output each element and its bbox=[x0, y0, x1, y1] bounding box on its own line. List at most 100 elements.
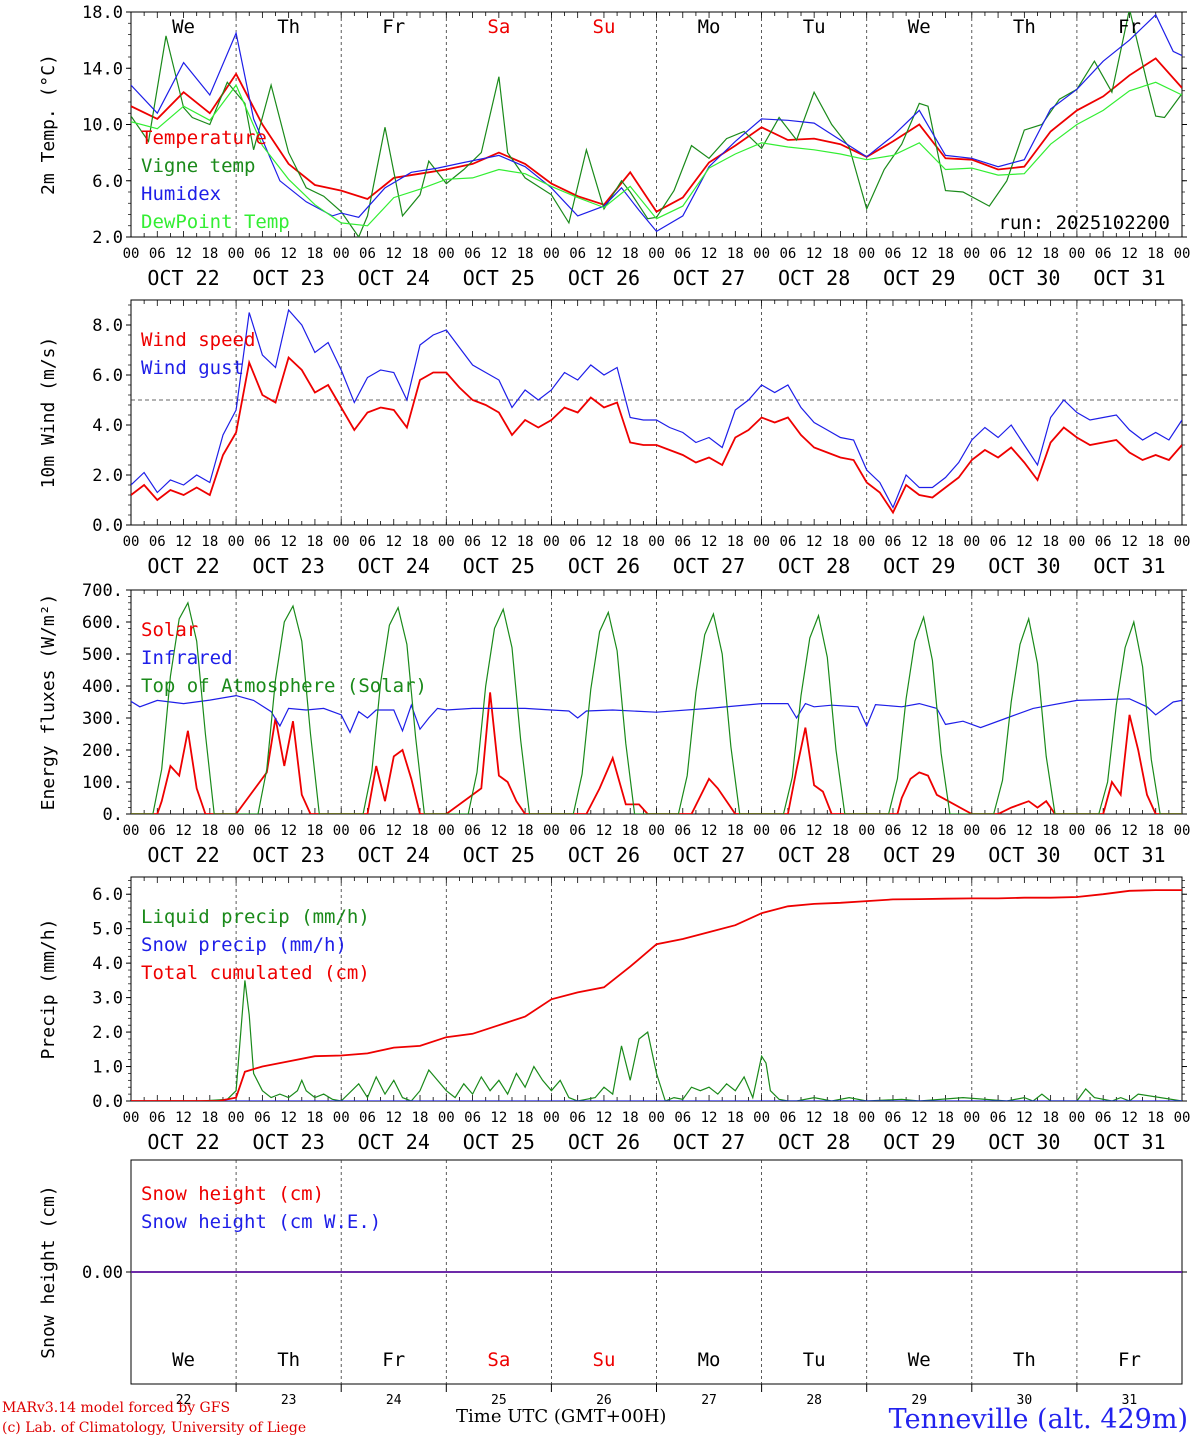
date-label: OCT 30 bbox=[988, 554, 1060, 578]
y-tick-label: 0.0 bbox=[92, 516, 123, 536]
hour-tick-label: 18 bbox=[727, 823, 744, 839]
series-line-temperature bbox=[131, 57, 1182, 213]
hour-tick-label: 18 bbox=[937, 1110, 954, 1126]
date-label: OCT 29 bbox=[883, 266, 955, 290]
y-axis-label: Precip (mm/h) bbox=[38, 919, 59, 1060]
hour-tick-label: 00 bbox=[123, 1110, 140, 1126]
date-label: OCT 22 bbox=[147, 554, 219, 578]
legend-entry: Wind gust bbox=[141, 357, 244, 379]
hour-tick-label: 06 bbox=[569, 246, 586, 262]
hour-tick-label: 12 bbox=[385, 246, 402, 262]
hour-tick-label: 00 bbox=[228, 823, 245, 839]
date-label: OCT 27 bbox=[673, 554, 745, 578]
legend-entry: Infrared bbox=[141, 647, 233, 669]
hour-tick-label: 06 bbox=[254, 823, 271, 839]
hour-tick-label: 12 bbox=[596, 1110, 613, 1126]
hour-tick-label: 06 bbox=[990, 1110, 1007, 1126]
y-tick-label: 0.00 bbox=[82, 1263, 123, 1283]
hour-tick-label: 00 bbox=[648, 823, 665, 839]
day-name: Sa bbox=[487, 16, 510, 38]
hour-tick-label: 06 bbox=[359, 246, 376, 262]
hour-tick-label: 12 bbox=[1016, 534, 1033, 550]
hour-tick-label: 18 bbox=[306, 1110, 323, 1126]
hour-tick-label: 12 bbox=[1121, 534, 1138, 550]
series-line-top-of-atmosphere-solar- bbox=[131, 601, 1182, 814]
day-name: Th bbox=[277, 16, 300, 38]
lab-credit: (c) Lab. of Climatology, University of L… bbox=[2, 1420, 307, 1436]
legend-entry: Snow precip (mm/h) bbox=[141, 934, 347, 956]
hour-tick-label: 12 bbox=[490, 823, 507, 839]
hour-tick-label: 12 bbox=[280, 823, 297, 839]
date-label: OCT 24 bbox=[358, 1130, 430, 1154]
date-label: OCT 29 bbox=[883, 554, 955, 578]
date-label: OCT 24 bbox=[358, 554, 430, 578]
y-tick-label: 400. bbox=[82, 677, 123, 697]
hour-tick-label: 06 bbox=[674, 534, 691, 550]
hour-tick-label: 06 bbox=[779, 823, 796, 839]
hour-tick-label: 00 bbox=[1174, 1110, 1191, 1126]
panel-precip bbox=[126, 876, 1187, 1102]
time-axis-title: Time UTC (GMT+00H) bbox=[456, 1406, 667, 1427]
date-label: OCT 31 bbox=[1093, 1130, 1165, 1154]
hour-tick-label: 00 bbox=[1068, 1110, 1085, 1126]
y-tick-label: 3.0 bbox=[92, 989, 123, 1009]
hour-tick-label: 12 bbox=[490, 246, 507, 262]
hour-tick-label: 18 bbox=[1042, 534, 1059, 550]
y-tick-label: 2.0 bbox=[92, 466, 123, 486]
hour-tick-label: 00 bbox=[543, 534, 560, 550]
date-label: OCT 25 bbox=[463, 1130, 535, 1154]
hour-tick-label: 06 bbox=[359, 1110, 376, 1126]
hour-tick-label: 00 bbox=[228, 1110, 245, 1126]
date-label: OCT 27 bbox=[673, 843, 745, 867]
hour-tick-label: 00 bbox=[858, 1110, 875, 1126]
y-tick-label: 6.0 bbox=[92, 885, 123, 905]
hour-tick-label: 00 bbox=[543, 1110, 560, 1126]
hour-tick-label: 12 bbox=[701, 246, 718, 262]
date-label: OCT 26 bbox=[568, 266, 640, 290]
panel-temperature bbox=[126, 11, 1187, 238]
y-tick-label: 4.0 bbox=[92, 954, 123, 974]
hour-tick-label: 00 bbox=[1174, 246, 1191, 262]
hour-tick-label: 12 bbox=[280, 1110, 297, 1126]
day-name: Sa bbox=[487, 1349, 510, 1371]
hour-tick-label: 12 bbox=[1121, 246, 1138, 262]
y-tick-label: 300. bbox=[82, 709, 123, 729]
hour-tick-label: 00 bbox=[543, 246, 560, 262]
hour-tick-label: 00 bbox=[123, 823, 140, 839]
hour-tick-label: 12 bbox=[175, 1110, 192, 1126]
series-line-total-cumulated-cm- bbox=[131, 889, 1182, 1101]
date-label: OCT 26 bbox=[568, 843, 640, 867]
y-tick-label: 14.0 bbox=[82, 59, 123, 79]
hour-tick-label: 18 bbox=[201, 246, 218, 262]
y-tick-label: 4.0 bbox=[92, 416, 123, 436]
y-tick-label: 8.0 bbox=[92, 316, 123, 336]
hour-tick-label: 18 bbox=[517, 1110, 534, 1126]
day-name: Tu bbox=[803, 16, 826, 38]
day-name: We bbox=[172, 16, 195, 38]
legend-entry: Vigne temp bbox=[141, 155, 255, 177]
hour-tick-label: 06 bbox=[464, 534, 481, 550]
day-number-label: 25 bbox=[491, 1393, 507, 1408]
hour-tick-label: 12 bbox=[175, 823, 192, 839]
y-tick-label: 2.0 bbox=[92, 228, 123, 248]
y-tick-label: 600. bbox=[82, 613, 123, 633]
hour-tick-label: 12 bbox=[280, 246, 297, 262]
hour-tick-label: 06 bbox=[254, 534, 271, 550]
hour-tick-label: 12 bbox=[596, 823, 613, 839]
date-label: OCT 29 bbox=[883, 843, 955, 867]
hour-tick-label: 12 bbox=[911, 246, 928, 262]
hour-tick-label: 12 bbox=[911, 534, 928, 550]
y-tick-label: 500. bbox=[82, 645, 123, 665]
hour-tick-label: 00 bbox=[1174, 823, 1191, 839]
series-line-infrared bbox=[131, 694, 1182, 734]
hour-tick-label: 00 bbox=[123, 534, 140, 550]
legend-entry: Snow height (cm W.E.) bbox=[141, 1211, 381, 1233]
y-tick-label: 0. bbox=[103, 805, 123, 825]
legend-entry: Solar bbox=[141, 619, 198, 641]
series-line-liquid-precip-mm-h- bbox=[131, 980, 1182, 1101]
hour-tick-label: 00 bbox=[858, 534, 875, 550]
day-number-label: 28 bbox=[806, 1393, 822, 1408]
date-label: OCT 23 bbox=[253, 1130, 325, 1154]
hour-tick-label: 12 bbox=[490, 534, 507, 550]
y-tick-label: 2.0 bbox=[92, 1023, 123, 1043]
